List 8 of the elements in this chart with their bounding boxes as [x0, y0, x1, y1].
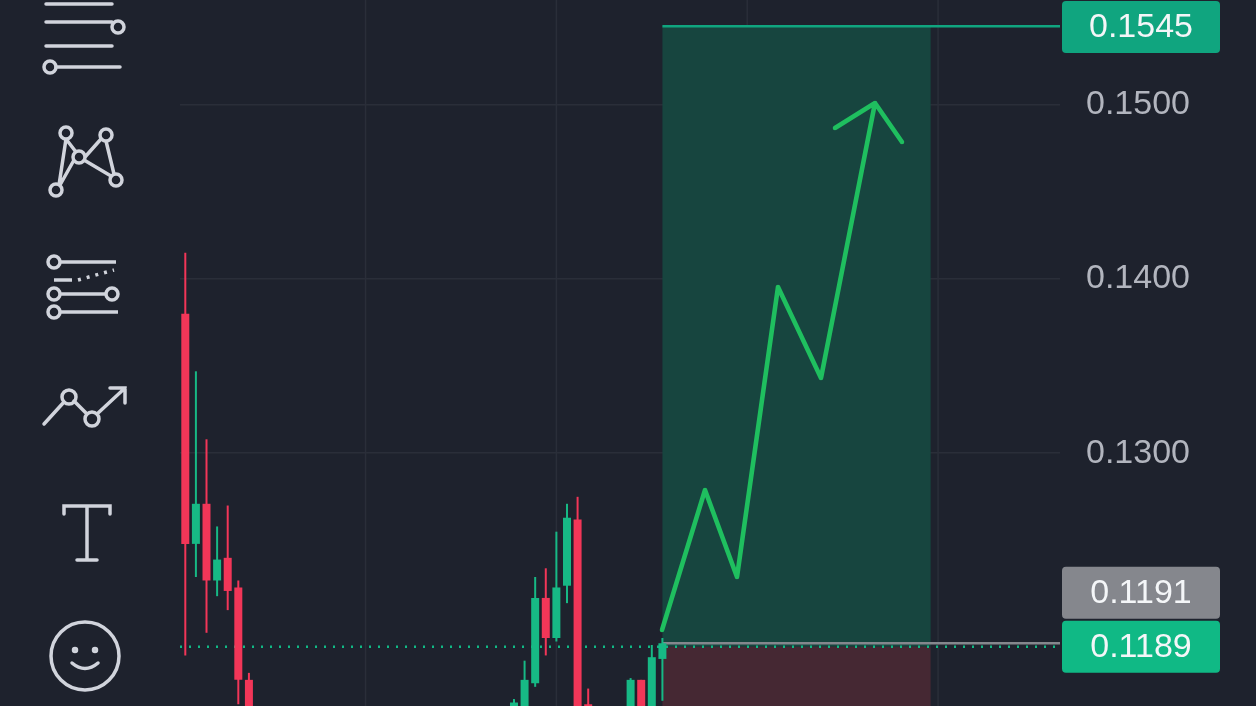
ref-line-label: 0.1191: [1090, 572, 1192, 611]
ref-line-label: 0.1189: [1090, 626, 1192, 665]
candlestick: [213, 525, 222, 598]
ref-line-label: 0.1545: [1089, 6, 1193, 45]
y-tick-label: 0.1500: [1086, 82, 1190, 121]
y-tick-label: 0.1400: [1086, 257, 1190, 296]
y-tick-label: 0.1300: [1086, 431, 1190, 470]
candlestick: [584, 687, 593, 706]
